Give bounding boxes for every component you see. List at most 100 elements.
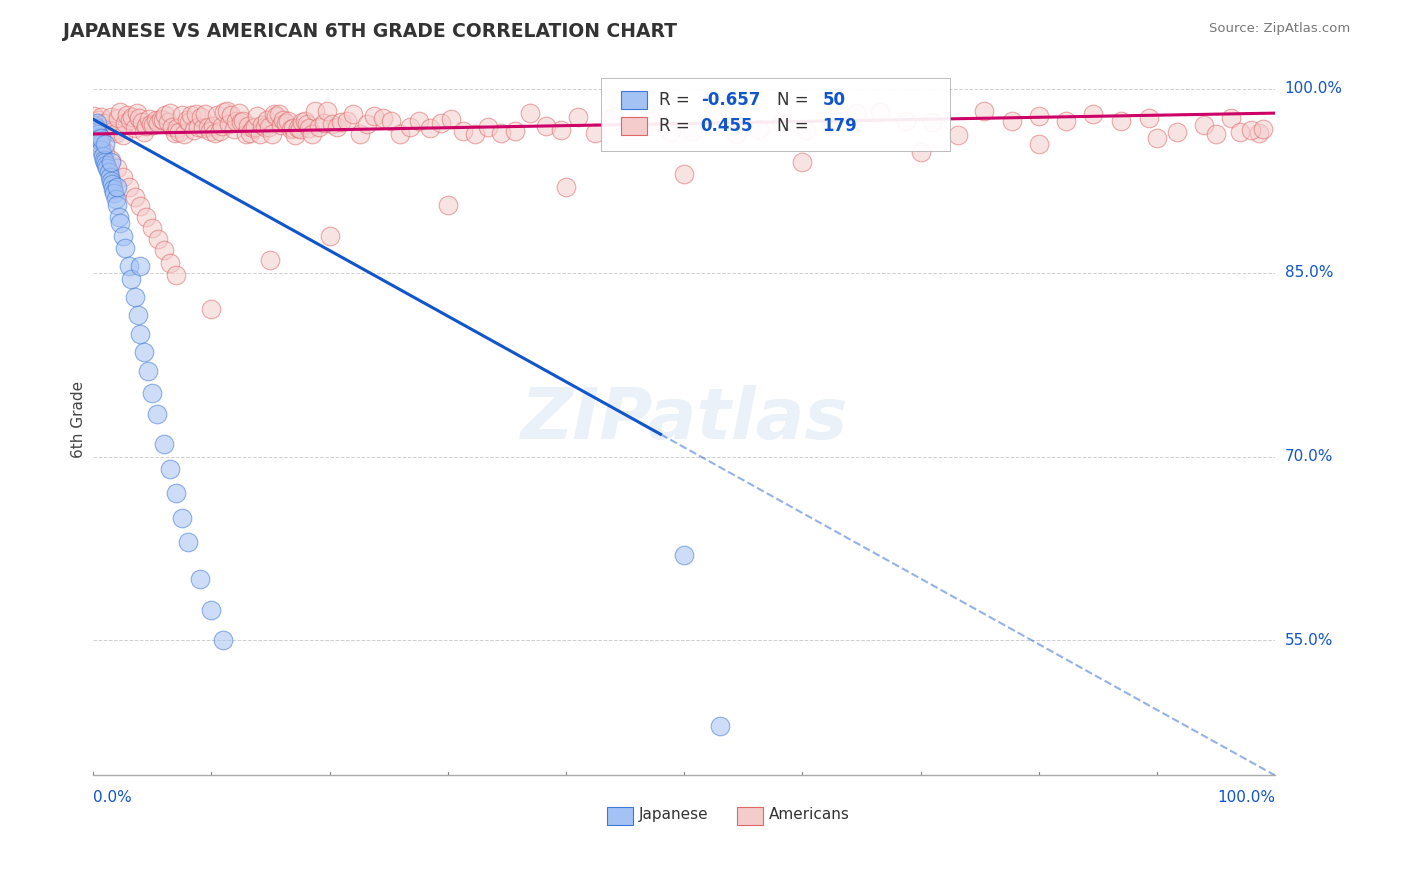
Point [180, 108, 202, 122]
Point [1229, 124, 1251, 138]
Point [107, 112, 129, 126]
Point [342, 107, 364, 121]
Text: N =: N = [778, 117, 814, 135]
Point [429, 115, 451, 129]
Point [103, 186, 125, 200]
Point [260, 127, 283, 141]
Point [141, 385, 163, 400]
Point [153, 244, 176, 258]
Point [477, 120, 499, 134]
Point [105, 198, 128, 212]
Point [221, 108, 243, 122]
Point [104, 126, 127, 140]
Point [125, 105, 148, 120]
Point [194, 106, 217, 120]
Point [91, 149, 114, 163]
Point [128, 111, 150, 125]
Point [249, 127, 271, 141]
Point [204, 126, 226, 140]
Point [308, 120, 330, 134]
Point [146, 407, 169, 421]
Point [162, 120, 184, 135]
Point [135, 211, 157, 225]
Point [148, 232, 170, 246]
Point [229, 115, 252, 129]
Point [100, 173, 122, 187]
Point [602, 110, 624, 124]
Point [111, 228, 134, 243]
Point [256, 112, 278, 127]
Point [94, 136, 117, 151]
Point [304, 104, 326, 119]
Point [124, 290, 146, 304]
Point [555, 179, 578, 194]
Point [274, 115, 297, 129]
Point [585, 126, 607, 140]
Point [97, 165, 120, 179]
Point [129, 326, 152, 341]
Point [114, 241, 136, 255]
Point [910, 145, 932, 160]
Point [94, 155, 117, 169]
Text: 100.0%: 100.0% [1218, 790, 1275, 805]
Point [90, 130, 112, 145]
Point [159, 462, 181, 476]
Point [100, 153, 122, 167]
Point [440, 112, 463, 126]
Point [136, 364, 159, 378]
FancyBboxPatch shape [621, 117, 648, 135]
Point [921, 115, 943, 129]
Point [287, 120, 309, 135]
Point [97, 123, 120, 137]
Point [291, 114, 314, 128]
Point [198, 124, 221, 138]
Point [325, 120, 347, 135]
Point [534, 120, 557, 134]
Point [236, 120, 259, 134]
Point [232, 113, 254, 128]
Point [208, 124, 231, 138]
Text: -0.657: -0.657 [700, 91, 761, 109]
Point [1247, 126, 1270, 140]
Point [108, 211, 131, 225]
Point [259, 120, 281, 134]
Point [1220, 111, 1243, 125]
Point [118, 113, 141, 128]
Point [222, 122, 245, 136]
Point [250, 118, 273, 132]
Text: 55.0%: 55.0% [1285, 633, 1333, 648]
Text: R =: R = [659, 91, 696, 109]
Text: 179: 179 [823, 117, 858, 135]
Point [176, 112, 198, 127]
Point [149, 112, 172, 127]
Point [155, 108, 177, 122]
Point [177, 535, 200, 549]
Point [103, 124, 125, 138]
Point [104, 192, 127, 206]
Text: 100.0%: 100.0% [1285, 81, 1343, 96]
Point [228, 106, 250, 120]
Point [1081, 106, 1104, 120]
Point [135, 119, 157, 133]
Point [349, 127, 371, 141]
Point [148, 115, 170, 129]
Point [212, 633, 235, 648]
Point [117, 108, 139, 122]
Point [844, 105, 866, 120]
Point [280, 121, 302, 136]
Point [336, 114, 359, 128]
Text: Japanese: Japanese [640, 807, 709, 822]
Y-axis label: 6th Grade: 6th Grade [72, 381, 86, 458]
Point [1028, 109, 1050, 123]
Point [111, 169, 134, 184]
Point [166, 120, 188, 135]
Point [489, 126, 512, 140]
Point [86, 124, 108, 138]
Point [1192, 118, 1215, 132]
Point [316, 104, 339, 119]
Point [191, 120, 214, 135]
Point [200, 603, 222, 617]
Point [131, 115, 153, 129]
Point [90, 143, 112, 157]
Point [948, 128, 970, 142]
